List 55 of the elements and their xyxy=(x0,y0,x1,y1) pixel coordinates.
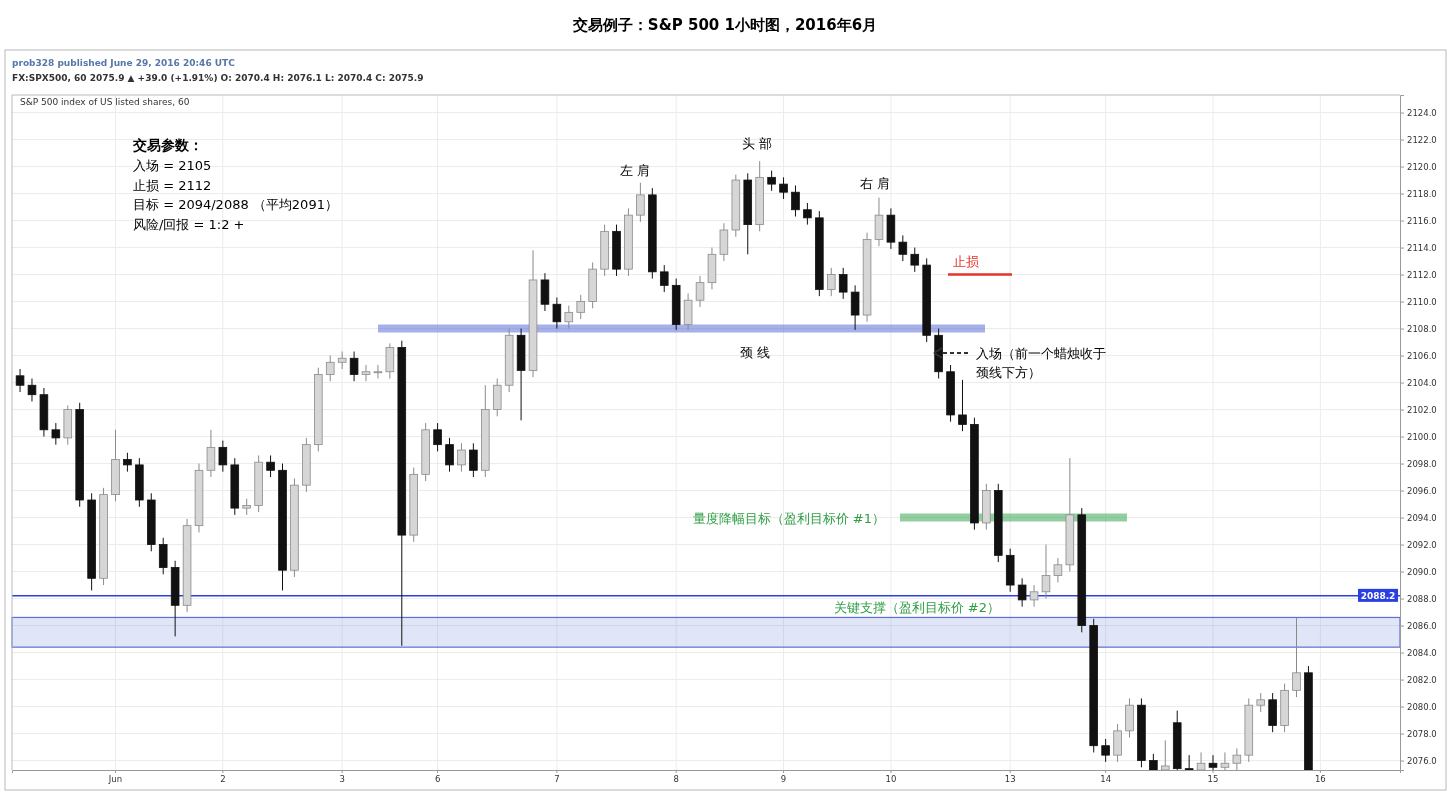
x-tick-label: 16 xyxy=(1314,774,1326,785)
y-tick-label: 2122.0 xyxy=(1407,134,1437,145)
y-tick-label: 2092.0 xyxy=(1407,539,1437,550)
x-tick-label: 14 xyxy=(1100,774,1112,785)
x-tick-label: 8 xyxy=(673,774,679,785)
x-tick-label: 9 xyxy=(780,774,787,785)
ref-line-label: 2088.2 xyxy=(1360,591,1396,602)
y-tick-label: 2104.0 xyxy=(1407,377,1437,388)
chart-title: 交易例子：S&P 500 1小时图，2016年6月 xyxy=(571,16,878,34)
ref-line-label: 止损 xyxy=(953,253,979,269)
band-label: 关键支撑（盈利目标价 #2） xyxy=(833,600,1000,616)
y-tick-label: 2098.0 xyxy=(1407,458,1437,469)
y-tick-label: 2120.0 xyxy=(1407,161,1437,172)
y-tick-label: 2110.0 xyxy=(1407,296,1437,307)
x-tick-label: 6 xyxy=(434,774,441,785)
y-tick-label: 2106.0 xyxy=(1407,350,1437,361)
annotation: 右 肩 xyxy=(860,176,891,191)
annotation: 入场（前一个蜡烛收于颈线下方） xyxy=(976,346,1106,380)
y-tick-label: 2112.0 xyxy=(1407,269,1437,280)
x-tick-label: 7 xyxy=(554,774,560,785)
x-tick-label: 15 xyxy=(1207,774,1219,785)
annotation: 左 肩 xyxy=(620,163,651,178)
y-tick-label: 2116.0 xyxy=(1407,215,1437,226)
y-tick-label: 2086.0 xyxy=(1407,620,1437,631)
x-tick-label: 10 xyxy=(885,774,897,785)
y-tick-label: 2096.0 xyxy=(1407,485,1437,496)
annotation: 止损 = 2112 xyxy=(133,177,212,193)
y-tick-label: 2094.0 xyxy=(1407,512,1437,523)
y-tick-label: 2088.0 xyxy=(1407,593,1437,604)
text: FX:SPX500, 60 2075.9 ▲ +39.0 (+1.91%) O: 2070.4 H: 2076.1 L: 2070.4 C: 2075.9 xyxy=(12,73,424,83)
y-tick-label: 2082.0 xyxy=(1407,674,1437,685)
annotation: 目标 = 2094/2088 （平均2091） xyxy=(133,197,338,212)
x-tick-label: Jun xyxy=(107,774,123,785)
y-tick-label: 2080.0 xyxy=(1407,701,1437,712)
y-tick-label: 2100.0 xyxy=(1407,431,1437,442)
text: prob328 published June 29, 2016 20:46 UTC xyxy=(12,58,236,68)
y-tick-label: 2090.0 xyxy=(1407,566,1437,577)
y-tick-label: 2108.0 xyxy=(1407,323,1437,334)
ref-line-label: 颈 线 xyxy=(740,344,771,360)
y-tick-label: 2076.0 xyxy=(1407,755,1437,766)
annotation: 头 部 xyxy=(742,136,773,151)
y-tick-label: 2118.0 xyxy=(1407,188,1437,199)
annotation: 入场 = 2105 xyxy=(133,158,212,173)
x-tick-label: 3 xyxy=(339,774,345,785)
y-tick-label: 2124.0 xyxy=(1407,107,1437,118)
x-tick-label: 13 xyxy=(1004,774,1016,785)
y-tick-label: 2084.0 xyxy=(1407,647,1437,658)
y-tick-label: 2102.0 xyxy=(1407,404,1437,415)
ref-line-label: 量度降幅目标（盈利目标价 #1） xyxy=(692,510,885,526)
y-tick-label: 2114.0 xyxy=(1407,242,1437,253)
annotation: 风险/回报 = 1:2 + xyxy=(133,216,245,232)
chart-subtitle: S&P 500 index of US listed shares, 60 xyxy=(20,97,190,107)
annotation: 交易参数： xyxy=(132,137,203,153)
x-tick-label: 2 xyxy=(220,774,226,785)
y-tick-label: 2078.0 xyxy=(1407,728,1437,739)
